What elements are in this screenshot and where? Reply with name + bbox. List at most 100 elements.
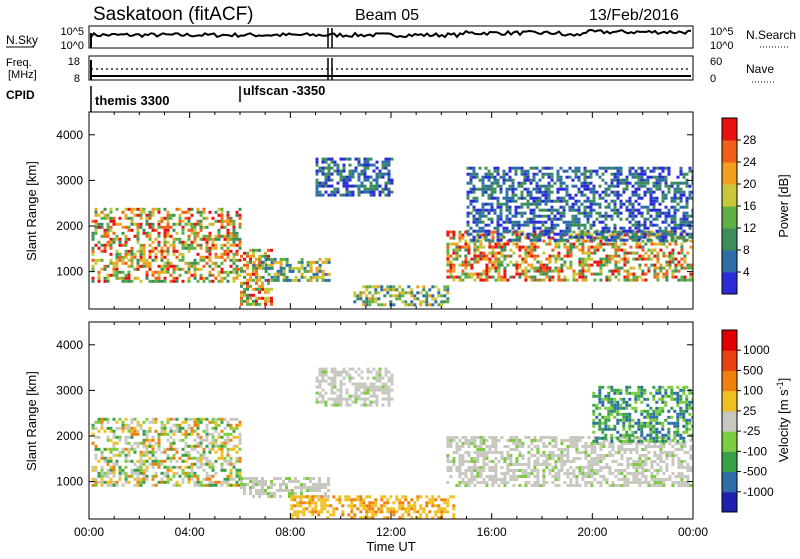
echo-cell bbox=[343, 185, 346, 188]
echo-cell bbox=[527, 445, 530, 448]
echo-cell bbox=[644, 221, 647, 224]
echo-cell bbox=[572, 209, 575, 212]
echo-cell bbox=[233, 235, 236, 238]
echo-cell bbox=[551, 451, 554, 454]
echo-cell bbox=[542, 209, 545, 212]
echo-cell bbox=[605, 182, 608, 185]
echo-cell bbox=[322, 368, 325, 371]
echo-cell bbox=[367, 398, 370, 401]
echo-cell bbox=[641, 469, 644, 472]
echo-cell bbox=[143, 208, 146, 211]
echo-cell bbox=[270, 480, 273, 483]
echo-cell bbox=[221, 253, 224, 256]
echo-cell bbox=[388, 188, 391, 191]
echo-cell bbox=[125, 481, 128, 484]
echo-cell bbox=[620, 463, 623, 466]
echo-cell bbox=[605, 255, 608, 258]
echo-cell bbox=[200, 268, 203, 271]
echo-cell bbox=[476, 445, 479, 448]
echo-cell bbox=[128, 436, 131, 439]
echo-cell bbox=[164, 238, 167, 241]
echo-cell bbox=[176, 460, 179, 463]
echo-cell bbox=[334, 188, 337, 191]
echo-cell bbox=[530, 197, 533, 200]
echo-cell bbox=[431, 297, 434, 300]
echo-cell bbox=[635, 200, 638, 203]
echo-cell bbox=[473, 221, 476, 224]
echo-cell bbox=[581, 279, 584, 282]
echo-cell bbox=[164, 262, 167, 265]
echo-cell bbox=[352, 170, 355, 173]
echo-cell bbox=[128, 274, 131, 277]
echo-cell bbox=[113, 265, 116, 268]
echo-cell bbox=[623, 481, 626, 484]
echo-cell bbox=[659, 167, 662, 170]
echo-cell bbox=[185, 460, 188, 463]
echo-cell bbox=[161, 217, 164, 220]
echo-cell bbox=[379, 191, 382, 194]
echo-cell bbox=[215, 442, 218, 445]
echo-cell bbox=[323, 498, 326, 501]
echo-cell bbox=[443, 501, 446, 504]
echo-cell bbox=[328, 258, 331, 261]
echo-cell bbox=[560, 460, 563, 463]
echo-cell bbox=[686, 267, 689, 270]
echo-cell bbox=[364, 389, 367, 392]
echo-cell bbox=[395, 294, 398, 297]
echo-cell bbox=[518, 182, 521, 185]
echo-cell bbox=[306, 477, 309, 480]
echo-cell bbox=[530, 243, 533, 246]
echo-cell bbox=[446, 454, 449, 457]
echo-cell bbox=[185, 436, 188, 439]
echo-cell bbox=[551, 200, 554, 203]
echo-cell bbox=[503, 255, 506, 258]
echo-cell bbox=[352, 191, 355, 194]
echo-cell bbox=[683, 230, 686, 233]
echo-cell bbox=[509, 478, 512, 481]
echo-cell bbox=[464, 276, 467, 279]
echo-cell bbox=[221, 445, 224, 448]
echo-cell bbox=[137, 232, 140, 235]
echo-cell bbox=[322, 395, 325, 398]
echo-cell bbox=[188, 208, 191, 211]
echo-cell bbox=[500, 481, 503, 484]
echo-cell bbox=[665, 227, 668, 230]
echo-cell bbox=[557, 212, 560, 215]
echo-cell bbox=[512, 439, 515, 442]
echo-cell bbox=[668, 170, 671, 173]
echo-cell bbox=[227, 214, 230, 217]
echo-cell bbox=[125, 427, 128, 430]
echo-cell bbox=[311, 513, 314, 516]
echo-cell bbox=[107, 481, 110, 484]
echo-cell bbox=[388, 179, 391, 182]
echo-cell bbox=[194, 475, 197, 478]
echo-cell bbox=[292, 270, 295, 273]
echo-cell bbox=[224, 427, 227, 430]
echo-cell bbox=[599, 215, 602, 218]
echo-cell bbox=[494, 252, 497, 255]
echo-cell bbox=[191, 463, 194, 466]
echo-cell bbox=[476, 475, 479, 478]
echo-cell bbox=[388, 194, 391, 197]
echo-cell bbox=[527, 173, 530, 176]
echo-cell bbox=[548, 191, 551, 194]
echo-cell bbox=[497, 276, 500, 279]
echo-cell bbox=[653, 200, 656, 203]
echo-cell bbox=[134, 256, 137, 259]
echo-cell bbox=[497, 173, 500, 176]
echo-cell bbox=[641, 215, 644, 218]
echo-cell bbox=[659, 249, 662, 252]
echo-cell bbox=[358, 194, 361, 197]
echo-cell bbox=[563, 170, 566, 173]
echo-cell bbox=[146, 223, 149, 226]
echo-cell bbox=[500, 233, 503, 236]
echo-cell bbox=[473, 173, 476, 176]
echo-cell bbox=[98, 259, 101, 262]
echo-cell bbox=[176, 427, 179, 430]
echo-cell bbox=[270, 300, 273, 303]
echo-cell bbox=[270, 495, 273, 498]
echo-cell bbox=[491, 231, 494, 234]
echo-cell bbox=[355, 170, 358, 173]
echo-cell bbox=[149, 262, 152, 265]
echo-cell bbox=[467, 215, 470, 218]
